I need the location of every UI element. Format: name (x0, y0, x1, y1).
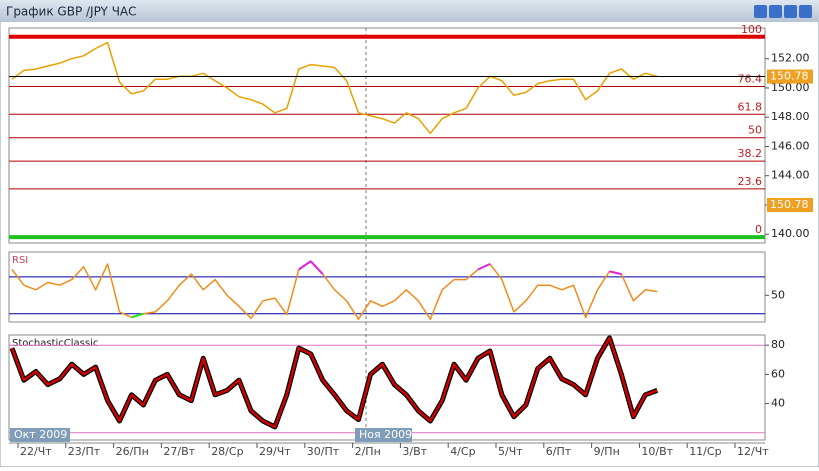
line (10, 336, 658, 429)
x-tick-label: 6/Пт (546, 445, 572, 458)
x-tick-label: 3/Вт (402, 445, 427, 458)
fib-level-label: 0 (755, 223, 762, 236)
y-tick-label: 50 (771, 288, 785, 301)
x-tick-label: 22/Чт (20, 445, 52, 458)
rsi-panel (8, 251, 766, 323)
x-tick-label: 23/Пт (68, 445, 101, 458)
x-tick-label: 2/Пн (355, 445, 381, 458)
fib-level-label: 100 (741, 23, 762, 36)
x-tick-label: 26/Пн (116, 445, 149, 458)
x-tick-label: 29/Чт (259, 445, 291, 458)
x-tick-label: 5/Чт (498, 445, 523, 458)
button-maximize[interactable] (784, 5, 797, 18)
price-panel (8, 27, 766, 244)
fib-level-label: 61.8 (738, 100, 763, 113)
y-tick-label: 140.00 (771, 227, 810, 240)
line (11, 41, 658, 135)
y-tick-label: 60 (771, 367, 785, 380)
panel-title: RSI (12, 255, 28, 266)
x-tick-label: 9/Пн (594, 445, 620, 458)
x-tick-label: 28/Ср (211, 445, 243, 458)
button-close[interactable] (799, 5, 812, 18)
month-label: Окт 2009 (14, 428, 67, 441)
title-bar (0, 0, 819, 22)
x-tick-label: 10/Вт (641, 445, 673, 458)
month-box (355, 428, 412, 442)
rsi-zone-segment (298, 260, 312, 271)
price-marker-box (767, 198, 813, 212)
y-tick-label: 40 (771, 397, 785, 410)
y-tick-label: 150.00 (771, 81, 810, 94)
window-title: График GBP /JPY ЧАС (6, 5, 137, 19)
x-tick-label: 27/Вт (163, 445, 195, 458)
price-marker-label: 150.78 (770, 198, 809, 211)
window-buttons (754, 5, 812, 18)
button-minimize[interactable] (769, 5, 782, 18)
rsi-zone-segment (131, 312, 144, 319)
x-tick-label: 12/Чт (737, 445, 769, 458)
month-label: Ноя 2009 (359, 428, 412, 441)
y-tick-label: 80 (771, 338, 785, 351)
panel-title: StochasticClassic (12, 338, 98, 349)
x-tick-label: 11/Ср (689, 445, 721, 458)
fib-level-label: 38.2 (738, 147, 763, 160)
last-price-label: 150.78 (770, 70, 809, 83)
line (11, 260, 658, 320)
y-tick-label: 152.00 (771, 52, 810, 65)
x-tick-label: 4/Ср (450, 445, 475, 458)
fib-level-label: 50 (748, 124, 762, 137)
fib-level-label: 76.4 (738, 73, 763, 86)
y-tick-label: 146.00 (771, 139, 810, 152)
y-tick-label: 144.00 (771, 169, 810, 182)
y-tick-label: 148.00 (771, 110, 810, 123)
rsi-zone-segment (609, 270, 622, 276)
rsi-zone-segment (477, 263, 491, 271)
rsi-zone-segment (310, 260, 324, 275)
last-price-box (767, 69, 813, 84)
button-tile[interactable] (754, 5, 767, 18)
x-tick-label: 30/Пт (307, 445, 340, 458)
fib-level-label: 23.6 (738, 175, 763, 188)
month-box (10, 428, 70, 442)
